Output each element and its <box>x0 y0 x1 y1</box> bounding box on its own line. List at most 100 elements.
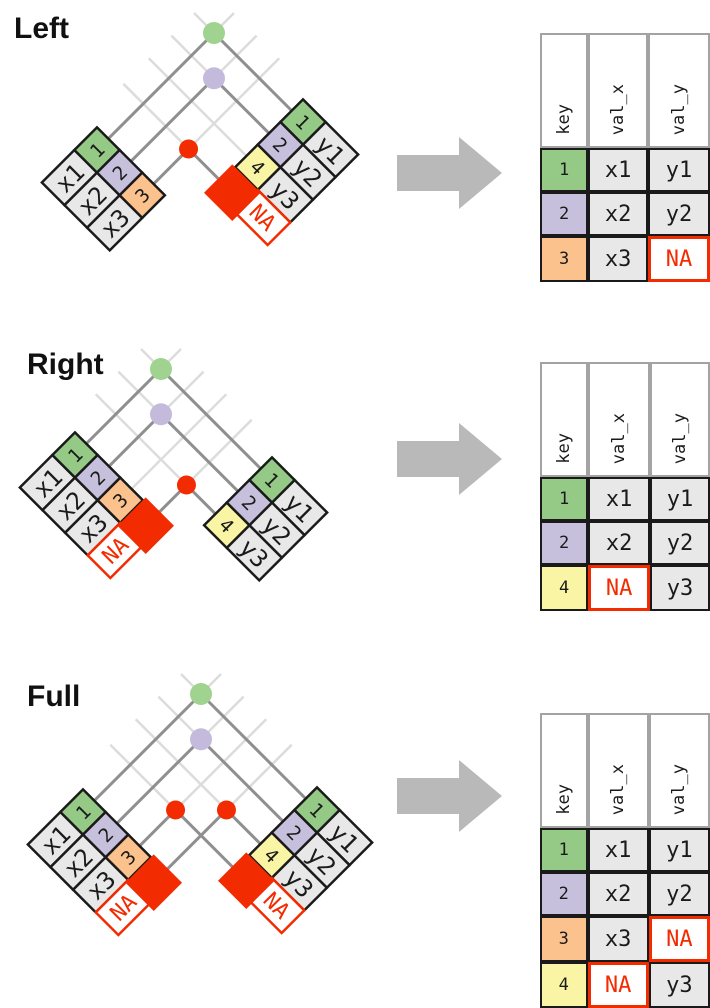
table-row: 4 NA y3 <box>540 565 710 611</box>
key-cell: 1 <box>540 148 589 192</box>
na-cell: NA <box>648 916 710 962</box>
column-header: val_x <box>588 362 651 477</box>
result-table-slot: key val_x val_y 1 x1 y1 2 x2 y2 3 x3 NA <box>540 33 710 282</box>
left-table-key-cell <box>103 832 153 882</box>
arrow-right-icon <box>397 760 502 832</box>
match-line <box>199 692 319 812</box>
table-row: 1 x1 y1 <box>540 477 710 521</box>
value-cell: x2 <box>588 192 649 236</box>
lattice-line <box>147 57 259 169</box>
right-table-key-cell <box>202 500 252 550</box>
match-dot <box>203 67 225 90</box>
match-dot <box>190 683 212 705</box>
match-line <box>212 31 305 124</box>
result-table-slot: key val_x val_y 1 x1 y1 2 x2 y2 4 NA y3 <box>540 362 710 611</box>
table-row: 2 x2 y2 <box>540 521 710 565</box>
key-cell: 2 <box>540 521 589 565</box>
column-header-label: key <box>553 784 574 815</box>
match-dot <box>216 800 236 820</box>
left-table-key-cell <box>117 170 167 220</box>
table-row: 2 x2 y2 <box>540 872 710 916</box>
column-header: val_y <box>650 362 710 477</box>
panel-right-join: Right x1 1 x2 2 x3 3 NA y1 1 y2 2 y3 4 key val_x val_y… <box>0 330 710 660</box>
join-diagram-slot: x1 1 x2 2 x3 3 NA y1 1 y2 2 y3 4 NA <box>0 660 392 972</box>
value-cell: x3 <box>588 236 649 282</box>
value-cell: y3 <box>648 962 710 1008</box>
match-line <box>118 77 216 174</box>
value-cell: x1 <box>588 148 649 192</box>
column-header-label: val_y <box>669 83 690 135</box>
column-header-label: val_y <box>670 412 691 464</box>
table-row: 1 x1 y1 <box>540 828 710 872</box>
match-line <box>73 367 163 457</box>
match-dot <box>150 358 172 380</box>
column-header: val_x <box>587 713 649 828</box>
table-row: 4 NA y3 <box>540 962 710 1008</box>
value-cell: x2 <box>588 521 651 565</box>
column-header-label: key <box>554 104 575 135</box>
arrow-right-shape <box>397 423 502 495</box>
key-cell: 1 <box>540 828 588 872</box>
table-row: 3 x3 NA <box>540 916 710 962</box>
na-cell: NA <box>588 565 651 611</box>
key-cell: 2 <box>540 872 588 916</box>
match-dot <box>203 22 225 44</box>
arrow-right-icon <box>397 137 502 209</box>
value-cell: y2 <box>648 872 710 916</box>
value-cell: x1 <box>588 477 651 521</box>
column-header-label: key <box>554 433 575 464</box>
value-cell: y1 <box>650 477 710 521</box>
value-cell: y2 <box>648 192 710 236</box>
na-square <box>218 852 275 909</box>
result-table-slot: key val_x val_y 1 x1 y1 2 x2 y2 3 x3 NA 4 NA y3 <box>540 713 710 1008</box>
column-header: key <box>540 33 589 148</box>
match-dot <box>150 403 172 426</box>
key-cell: 3 <box>540 916 588 962</box>
table-row: 1 x1 y1 <box>540 148 710 192</box>
arrow-right-shape <box>397 137 502 209</box>
key-cell: 2 <box>540 192 589 236</box>
panel-title: Left <box>14 12 69 45</box>
match-line <box>159 413 251 504</box>
match-dot <box>166 800 186 820</box>
column-header-label: val_y <box>669 763 690 815</box>
join-diagram-slot: x1 1 x2 2 x3 3 y1 1 y2 2 y3 4 NA <box>0 0 392 312</box>
key-cell: 4 <box>540 962 588 1008</box>
column-header: key <box>540 713 588 828</box>
key-cell: 3 <box>540 236 589 282</box>
table-row: 2 x2 y2 <box>540 192 710 236</box>
column-header: key <box>540 362 589 477</box>
join-diagram-slot: x1 1 x2 2 x3 3 NA y1 1 y2 2 y3 4 <box>0 330 392 642</box>
match-dot <box>179 139 199 159</box>
panel-full-join: Full x1 1 x2 2 x3 3 NA y1 1 y2 2 y3 4 NA key val_x val_… <box>0 660 710 1008</box>
column-header-label: val_x <box>608 763 629 815</box>
column-header: val_y <box>648 713 710 828</box>
na-cell: NA <box>648 236 710 282</box>
key-cell: 4 <box>540 565 589 611</box>
arrow-right-icon <box>397 423 502 495</box>
value-cell: y3 <box>650 565 710 611</box>
value-cell: x2 <box>587 872 649 916</box>
match-line <box>81 692 203 814</box>
match-line <box>159 367 274 482</box>
result-table: key val_x val_y 1 x1 y1 2 x2 y2 3 x3 NA 4 NA y3 <box>540 713 710 1008</box>
value-cell: y1 <box>648 148 710 192</box>
column-header: val_y <box>648 33 710 148</box>
column-header: val_x <box>588 33 649 148</box>
table-row: 3 x3 NA <box>540 236 710 282</box>
match-line <box>95 31 216 152</box>
na-cell: NA <box>587 962 649 1008</box>
panel-left-join: Left x1 1 x2 2 x3 3 y1 1 y2 2 y3 4 NA key val_x val_y 1… <box>0 0 710 330</box>
key-cell: 1 <box>540 477 589 521</box>
match-line <box>199 738 296 834</box>
column-header-label: val_x <box>609 412 630 464</box>
lattice-line <box>119 393 228 502</box>
match-dot <box>190 728 212 751</box>
match-line <box>104 738 203 836</box>
